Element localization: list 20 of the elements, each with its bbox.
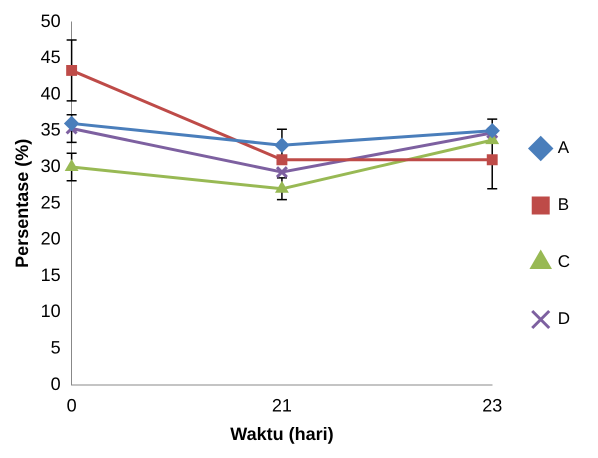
legend-label: A (558, 138, 570, 158)
legend-label: D (558, 309, 570, 328)
legend-label: B (558, 195, 570, 214)
x-axis-title: Waktu (hari) (230, 424, 334, 444)
y-tick-label: 45 (40, 47, 61, 68)
y-tick-label: 30 (40, 156, 61, 176)
x-tick-label: 0 (66, 396, 77, 416)
y-tick-label: 10 (40, 301, 61, 322)
y-tick-label: 25 (40, 192, 61, 212)
legend-label: C (558, 252, 570, 272)
y-tick-label: 20 (40, 228, 61, 249)
y-tick-label: 40 (40, 83, 61, 104)
x-tick-label: 21 (272, 396, 292, 416)
y-tick-label: 0 (50, 374, 61, 394)
y-tick-label: 35 (40, 120, 61, 140)
y-axis-title: Persentase (%) (12, 138, 32, 268)
y-tick-label: 5 (50, 337, 61, 358)
y-tick-label: 15 (40, 264, 61, 285)
y-tick-label: 50 (40, 10, 61, 31)
x-tick-label: 23 (482, 396, 502, 416)
